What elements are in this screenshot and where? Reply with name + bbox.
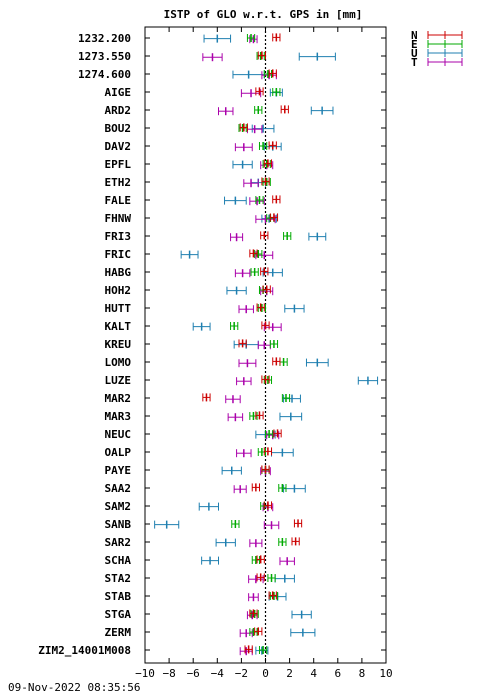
station-label: BOU2: [105, 122, 132, 135]
error-bars: [154, 33, 379, 656]
station-label: SCHA: [105, 554, 132, 567]
x-tick-label: 8: [359, 667, 366, 680]
timestamp: 09-Nov-2022 08:35:56: [8, 681, 141, 694]
station-label: NEUC: [105, 428, 132, 441]
station-label: PAYE: [105, 464, 132, 477]
legend-label-U: U: [411, 47, 418, 60]
x-tick-label: 4: [310, 667, 317, 680]
station-label: KREU: [105, 338, 132, 351]
station-label: HOH2: [105, 284, 132, 297]
station-label: FRI3: [105, 230, 132, 243]
station-label: FRIC: [105, 248, 132, 261]
legend-label-E: E: [411, 38, 418, 51]
station-label: SAR2: [105, 536, 132, 549]
station-label: SAM2: [105, 500, 132, 513]
x-tick-label: 6: [334, 667, 341, 680]
station-label: SAA2: [105, 482, 132, 495]
station-label: SANB: [105, 518, 132, 531]
station-label: FHNW: [105, 212, 132, 225]
chart-title: ISTP of GLO w.r.t. GPS in [mm]: [164, 8, 363, 21]
station-label: FALE: [105, 194, 132, 207]
station-label: KALT: [105, 320, 132, 333]
x-tick-label: −6: [187, 667, 200, 680]
x-tick-label: −10: [135, 667, 155, 680]
station-label: DAV2: [105, 140, 132, 153]
station-label: ZERM: [105, 626, 132, 639]
x-tick-label: 0: [262, 667, 269, 680]
station-label: ARD2: [105, 104, 132, 117]
y-axis-labels: 1232.200 1273.550 1274.600 AIGE ARD2 BOU2 DAV2…: [38, 32, 386, 657]
station-label: MAR2: [105, 392, 132, 405]
station-label: EPFL: [105, 158, 132, 171]
station-label: 1274.600: [78, 68, 131, 81]
station-label: AIGE: [105, 86, 132, 99]
station-label: ETH2: [105, 176, 132, 189]
station-label: LOMO: [105, 356, 132, 369]
station-label: 1232.200: [78, 32, 131, 45]
station-label: LUZE: [105, 374, 132, 387]
station-label: MAR3: [105, 410, 132, 423]
station-label: STA2: [105, 572, 132, 585]
station-label: HABG: [105, 266, 132, 279]
legend-label-T: T: [411, 56, 418, 69]
station-label: STAB: [105, 590, 132, 603]
legend-label-N: N: [411, 29, 418, 42]
station-label: 1273.550: [78, 50, 131, 63]
x-tick-label: −4: [211, 667, 225, 680]
station-label: HUTT: [105, 302, 132, 315]
x-axis: −10 −8 −6 −4 −2 0 2 4 6 8 10: [135, 27, 393, 680]
x-tick-label: 2: [286, 667, 293, 680]
station-label: ZIM2_14001M008: [38, 644, 131, 657]
x-tick-label: 10: [379, 667, 392, 680]
x-tick-label: −8: [162, 667, 175, 680]
station-label: OALP: [105, 446, 132, 459]
station-label: STGA: [105, 608, 132, 621]
x-tick-label: −2: [235, 667, 248, 680]
